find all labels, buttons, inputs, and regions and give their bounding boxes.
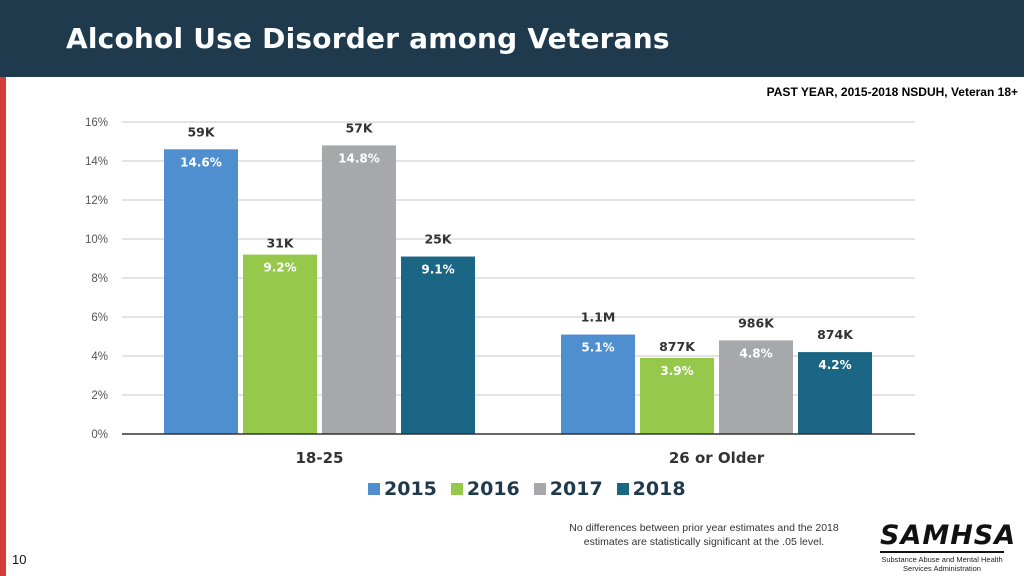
legend-label-2015: 2015: [384, 478, 437, 500]
legend-item-2017: 2017: [533, 478, 603, 500]
bar-value-label: 4.8%: [739, 346, 772, 360]
chart-subtitle: PAST YEAR, 2015-2018 NSDUH, Veteran 18+: [766, 85, 1018, 99]
category-label: 26 or Older: [669, 449, 765, 467]
bar: [719, 340, 793, 434]
bar-count-label: 57K: [345, 120, 373, 135]
page-number: 10: [12, 552, 27, 567]
bar-count-label: 874K: [817, 327, 854, 342]
y-tick-label: 8%: [91, 273, 108, 285]
bar-value-label: 5.1%: [581, 341, 614, 355]
bar-count-label: 1.1M: [581, 310, 616, 325]
bar-count-label: 25K: [424, 232, 452, 247]
slide-header: Alcohol Use Disorder among Veterans: [0, 0, 1024, 77]
bar-count-label: 59K: [187, 124, 215, 139]
legend-swatch-2018: [616, 483, 629, 495]
bar-value-label: 9.1%: [421, 263, 454, 277]
y-tick-label: 16%: [85, 117, 108, 129]
legend-label-2016: 2016: [466, 478, 520, 500]
legend-item-2018: 2018: [616, 478, 686, 500]
logo-divider: [880, 551, 1004, 553]
y-tick-label: 10%: [85, 234, 108, 246]
legend-swatch-2016: [450, 483, 463, 495]
bar: [322, 145, 396, 434]
y-tick-label: 4%: [91, 351, 108, 363]
y-tick-label: 12%: [85, 195, 108, 207]
bar: [401, 256, 475, 434]
logo-wordmark: SAMHSA: [880, 520, 1017, 551]
y-tick-label: 0%: [91, 429, 108, 441]
bar-value-label: 4.2%: [818, 358, 851, 372]
legend-item-2015: 2015: [368, 478, 437, 500]
bar: [164, 149, 238, 435]
y-tick-label: 2%: [91, 390, 108, 402]
bar-value-label: 3.9%: [660, 364, 693, 378]
legend-swatch-2015: [368, 483, 380, 495]
bar-count-label: 986K: [738, 315, 775, 330]
bar-value-label: 14.8%: [338, 151, 380, 165]
bar-value-label: 14.6%: [180, 155, 222, 169]
bar-count-label: 877K: [659, 339, 696, 354]
bar: [561, 334, 635, 434]
bar-value-label: 9.2%: [263, 261, 296, 275]
significance-note: No differences between prior year estima…: [569, 522, 839, 548]
category-label: 18-25: [296, 449, 344, 467]
slide-title: Alcohol Use Disorder among Veterans: [66, 22, 670, 55]
legend-label-2018: 2018: [632, 478, 686, 500]
samhsa-logo: SAMHSA Substance Abuse and Mental Health…: [880, 520, 1017, 573]
legend-item-2016: 2016: [450, 478, 520, 500]
y-tick-label: 14%: [85, 156, 108, 168]
logo-subtext: Substance Abuse and Mental Health Servic…: [881, 555, 1003, 573]
bar: [640, 357, 714, 434]
bar-count-label: 31K: [266, 236, 294, 251]
bar: [243, 254, 317, 434]
legend-swatch-2017: [533, 483, 546, 495]
bar: [798, 352, 872, 434]
legend-label-2017: 2017: [549, 478, 603, 500]
left-accent-bar: [0, 0, 6, 576]
y-tick-label: 6%: [91, 312, 108, 324]
chart-legend: 2015 2016 2017 2018: [368, 478, 700, 500]
